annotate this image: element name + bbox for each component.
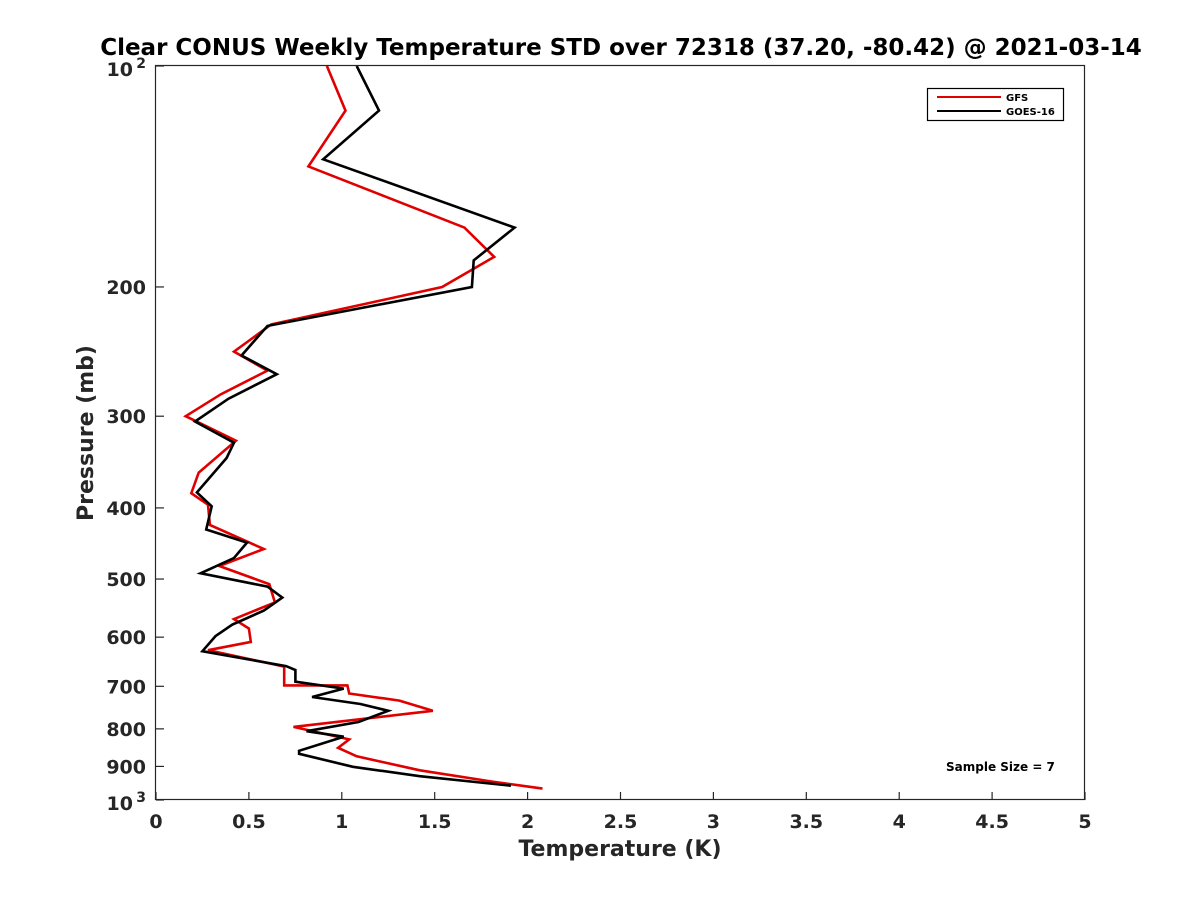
series-line-goes16 (192, 65, 518, 787)
y-tick-label: 500 (106, 569, 146, 591)
y-tick-base: 10 (107, 793, 133, 815)
x-tick-label: 3 (707, 811, 720, 833)
y-tick-label: 900 (106, 756, 146, 778)
y-tick-label: 200 (106, 277, 146, 299)
x-tick-label: 0.5 (232, 811, 266, 833)
legend-label-goes16: GOES-16 (1006, 107, 1055, 118)
y-tick-label: 700 (106, 676, 146, 698)
y-tick-exponent: 2 (136, 56, 146, 72)
x-tick-label: 3.5 (789, 811, 823, 833)
y-tick-exponent: 3 (136, 790, 146, 806)
x-tick-label: 1 (335, 811, 348, 833)
legend-label-gfs: GFS (1006, 93, 1028, 104)
x-tick-label: 5 (1078, 811, 1091, 833)
x-tick-label: 1.5 (418, 811, 452, 833)
y-tick-label: 300 (106, 406, 146, 428)
sample-size-annotation: Sample Size = 7 (946, 760, 1055, 774)
x-tick-label: 4.5 (975, 811, 1009, 833)
y-tick-label-power: 210 (107, 56, 146, 81)
y-tick-label: 600 (106, 627, 146, 649)
plot-area-frame (154, 64, 1086, 801)
x-tick-label: 0 (149, 811, 162, 833)
y-tick-label: 800 (106, 719, 146, 741)
y-tick-label-power: 310 (107, 790, 146, 815)
y-tick-base: 10 (107, 59, 133, 81)
x-tick-label: 2 (521, 811, 534, 833)
x-axis-label: Temperature (K) (518, 837, 721, 862)
legend: GFS GOES-16 (926, 87, 1065, 122)
x-tick-label: 2.5 (604, 811, 638, 833)
x-tick-label: 4 (893, 811, 906, 833)
legend-box (926, 87, 1065, 122)
chart-title: Clear CONUS Weekly Temperature STD over … (100, 35, 1142, 61)
y-axis-label: Pressure (mb) (74, 345, 99, 521)
y-tick-label: 400 (106, 498, 146, 520)
